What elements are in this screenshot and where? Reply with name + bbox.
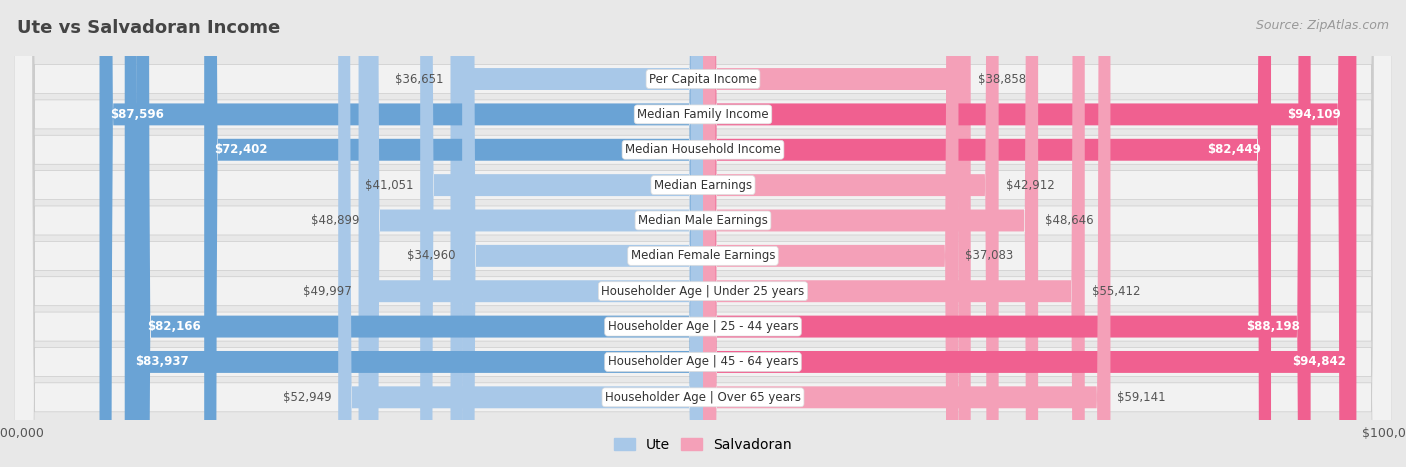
FancyBboxPatch shape xyxy=(14,0,1392,467)
FancyBboxPatch shape xyxy=(703,0,998,467)
FancyBboxPatch shape xyxy=(703,0,1085,467)
Text: $41,051: $41,051 xyxy=(364,178,413,191)
Text: $42,912: $42,912 xyxy=(1005,178,1054,191)
Text: Householder Age | 25 - 44 years: Householder Age | 25 - 44 years xyxy=(607,320,799,333)
FancyBboxPatch shape xyxy=(14,0,1392,467)
Text: Median Female Earnings: Median Female Earnings xyxy=(631,249,775,262)
FancyBboxPatch shape xyxy=(420,0,703,467)
FancyBboxPatch shape xyxy=(14,0,1392,467)
Text: $87,596: $87,596 xyxy=(110,108,163,121)
Text: $82,166: $82,166 xyxy=(148,320,201,333)
FancyBboxPatch shape xyxy=(204,0,703,467)
FancyBboxPatch shape xyxy=(14,0,1392,467)
FancyBboxPatch shape xyxy=(14,0,1392,467)
Text: Median Family Income: Median Family Income xyxy=(637,108,769,121)
FancyBboxPatch shape xyxy=(366,0,703,467)
Text: Per Capita Income: Per Capita Income xyxy=(650,72,756,85)
FancyBboxPatch shape xyxy=(703,0,1038,467)
Text: $34,960: $34,960 xyxy=(406,249,456,262)
Text: Source: ZipAtlas.com: Source: ZipAtlas.com xyxy=(1256,19,1389,32)
FancyBboxPatch shape xyxy=(703,0,1271,467)
FancyBboxPatch shape xyxy=(703,0,1351,467)
Text: Median Household Income: Median Household Income xyxy=(626,143,780,156)
FancyBboxPatch shape xyxy=(100,0,703,467)
Text: $94,109: $94,109 xyxy=(1288,108,1341,121)
Text: Ute vs Salvadoran Income: Ute vs Salvadoran Income xyxy=(17,19,280,37)
Text: $37,083: $37,083 xyxy=(966,249,1014,262)
FancyBboxPatch shape xyxy=(703,0,959,467)
Text: $38,858: $38,858 xyxy=(977,72,1026,85)
Text: Householder Age | 45 - 64 years: Householder Age | 45 - 64 years xyxy=(607,355,799,368)
Text: Median Earnings: Median Earnings xyxy=(654,178,752,191)
Legend: Ute, Salvadoran: Ute, Salvadoran xyxy=(609,432,797,457)
FancyBboxPatch shape xyxy=(450,0,703,467)
Text: $94,842: $94,842 xyxy=(1292,355,1346,368)
Text: Householder Age | Over 65 years: Householder Age | Over 65 years xyxy=(605,391,801,404)
Text: $36,651: $36,651 xyxy=(395,72,444,85)
FancyBboxPatch shape xyxy=(359,0,703,467)
Text: $52,949: $52,949 xyxy=(283,391,332,404)
Text: $48,646: $48,646 xyxy=(1045,214,1094,227)
FancyBboxPatch shape xyxy=(14,0,1392,467)
FancyBboxPatch shape xyxy=(463,0,703,467)
Text: $59,141: $59,141 xyxy=(1118,391,1166,404)
FancyBboxPatch shape xyxy=(14,0,1392,467)
FancyBboxPatch shape xyxy=(703,0,1357,467)
FancyBboxPatch shape xyxy=(703,0,1111,467)
Text: $88,198: $88,198 xyxy=(1247,320,1301,333)
FancyBboxPatch shape xyxy=(14,0,1392,467)
Text: $48,899: $48,899 xyxy=(311,214,359,227)
FancyBboxPatch shape xyxy=(703,0,1310,467)
Text: $72,402: $72,402 xyxy=(215,143,269,156)
Text: $82,449: $82,449 xyxy=(1206,143,1261,156)
FancyBboxPatch shape xyxy=(125,0,703,467)
Text: $55,412: $55,412 xyxy=(1091,285,1140,298)
FancyBboxPatch shape xyxy=(14,0,1392,467)
Text: Median Male Earnings: Median Male Earnings xyxy=(638,214,768,227)
FancyBboxPatch shape xyxy=(703,0,970,467)
FancyBboxPatch shape xyxy=(339,0,703,467)
Text: $49,997: $49,997 xyxy=(302,285,352,298)
FancyBboxPatch shape xyxy=(136,0,703,467)
Text: $83,937: $83,937 xyxy=(135,355,188,368)
FancyBboxPatch shape xyxy=(14,0,1392,467)
Text: Householder Age | Under 25 years: Householder Age | Under 25 years xyxy=(602,285,804,298)
